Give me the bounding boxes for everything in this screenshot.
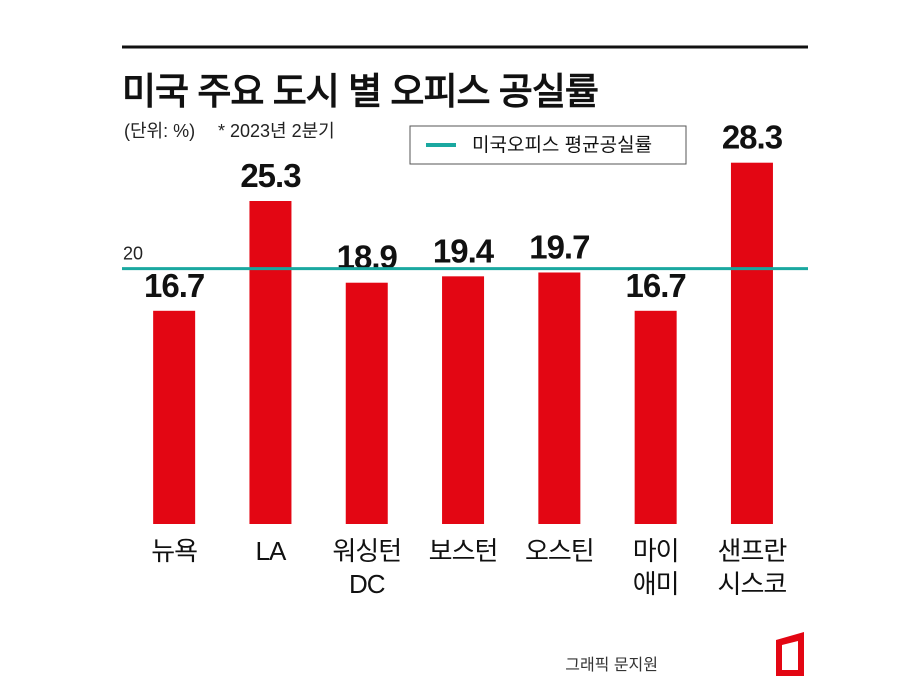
legend-label: 미국오피스 평균공실률 (472, 134, 652, 156)
value-label: 16.7 (626, 267, 686, 304)
bar (345, 282, 388, 524)
credit: 그래픽 문지원 (565, 656, 658, 674)
value-label: 25.3 (240, 157, 301, 194)
bar (730, 162, 773, 524)
value-label: 16.7 (144, 267, 204, 304)
unit-note: (단위: %) (124, 121, 195, 141)
value-label: 28.3 (722, 119, 783, 156)
bar (153, 310, 196, 524)
chart-title: 미국 주요 도시 별 오피스 공실률 (122, 71, 598, 112)
bar (634, 310, 677, 524)
value-label: 19.7 (529, 228, 589, 265)
x-tick-label: 오스틴 (524, 536, 595, 566)
reference-label: 20 (123, 244, 143, 264)
bar (442, 276, 485, 524)
x-tick-label: 워싱턴 DC (332, 536, 402, 599)
logo (776, 632, 804, 676)
bar (538, 272, 581, 524)
x-tick-label: 보스턴 (428, 536, 499, 566)
x-tick-label: 뉴욕 (151, 536, 198, 566)
value-label: 19.4 (433, 232, 495, 269)
period-note: * 2023년 2분기 (218, 121, 335, 141)
bar (249, 201, 292, 524)
x-tick-label: LA (255, 536, 287, 566)
x-tick-label: 마이 애미 (632, 536, 680, 599)
x-tick-label: 샌프란 시스코 (717, 536, 788, 599)
